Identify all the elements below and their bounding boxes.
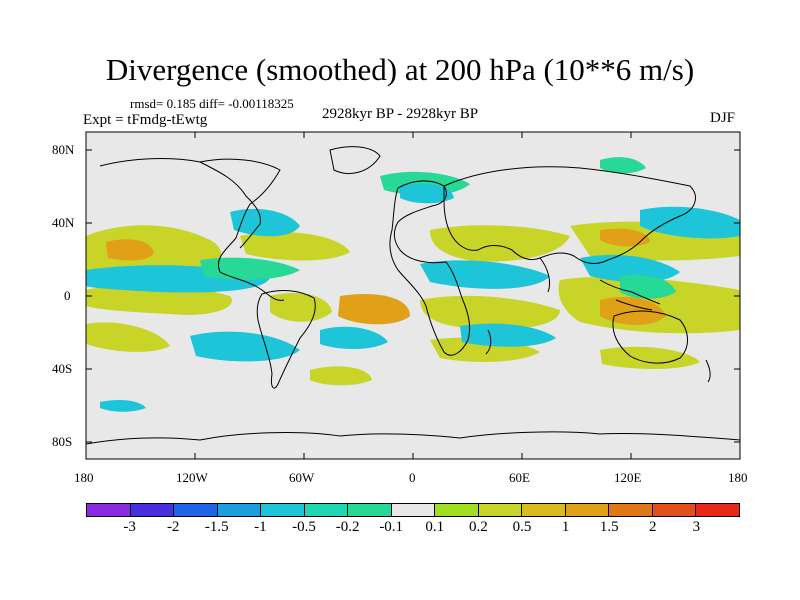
lon-tick-label: 60E (509, 470, 530, 485)
positive-divergence-area (310, 366, 372, 386)
colorbar-label: -0.2 (335, 519, 360, 535)
colorbar-swatch (261, 504, 305, 516)
colorbar-swatch (130, 504, 175, 516)
positive-divergence-area (106, 239, 154, 261)
lat-tick-label: 0 (64, 288, 71, 303)
lon-tick-label: 120W (176, 470, 208, 485)
colorbar-label: 0.2 (469, 519, 488, 535)
lon-tick-label: 60W (289, 470, 315, 485)
lon-tick-label: 120E (614, 470, 642, 485)
map-title: Divergence (smoothed) at 200 hPa (10**6 … (105, 52, 695, 87)
colorbar-label: -1.5 (204, 519, 229, 535)
positive-divergence-area (420, 295, 560, 330)
colorbar-swatch (348, 504, 392, 516)
negative-divergence-area (320, 326, 388, 349)
colorbar-label: -0.1 (379, 519, 404, 535)
negative-divergence-area (190, 331, 300, 362)
positive-divergence-area (86, 322, 170, 352)
lon-tick-label: 0 (409, 470, 416, 485)
colorbar-label: 1 (561, 519, 570, 535)
colorbar-swatch (478, 504, 523, 516)
colorbar-label: -1 (254, 519, 267, 535)
axis-ticks (86, 132, 740, 459)
positive-divergence-area (600, 228, 650, 247)
colorbar-swatch (435, 504, 479, 516)
season-label: DJF (710, 110, 736, 126)
colorbar-label: 3 (692, 519, 701, 535)
rmsd-diff-stats: rmsd= 0.185 diff= -0.00118325 (130, 96, 294, 111)
positive-divergence-area (338, 294, 410, 325)
negative-divergence-area (640, 206, 740, 239)
colorbar-swatch (652, 504, 697, 516)
divergence-field (86, 157, 740, 412)
colorbar-swatch (174, 504, 218, 516)
colorbar-label: 0.1 (425, 519, 445, 535)
colorbar-swatch (609, 504, 653, 516)
colorbar-label: 2 (649, 519, 657, 535)
positive-divergence-area (240, 231, 350, 261)
colorbar-swatch (217, 504, 262, 516)
colorbar-label: 1.5 (599, 519, 619, 535)
negative-divergence-area (100, 400, 146, 412)
colorbar-label: -2 (166, 519, 180, 535)
negative-divergence-area (400, 183, 454, 204)
positive-divergence-area (600, 346, 700, 369)
colorbar-label: -3 (123, 519, 136, 535)
colorbar-label: 0.5 (512, 519, 532, 535)
negative-divergence-area (420, 260, 550, 289)
positive-divergence-area (270, 292, 332, 322)
colorbar-swatch (696, 504, 739, 516)
colorbar (86, 503, 740, 517)
colorbar-swatch (391, 504, 436, 516)
lat-tick-label: 80S (52, 434, 73, 449)
period-label: 2928kyr BP - 2928kyr BP (322, 106, 479, 122)
colorbar-swatch (304, 504, 349, 516)
negative-divergence-area (460, 323, 556, 347)
lon-tick-label: 180 (74, 470, 94, 485)
colorbar-swatch (522, 504, 566, 516)
experiment-label: Expt = tFmdg-tEwtg (83, 112, 208, 128)
positive-divergence-area (430, 225, 570, 262)
coastlines (85, 146, 741, 445)
negative-divergence-area (230, 208, 300, 237)
lon-tick-label: 180 (728, 470, 748, 485)
lat-tick-label: 80N (52, 142, 75, 157)
negative-divergence-area (600, 157, 646, 174)
lat-tick-label: 40S (52, 361, 73, 376)
colorbar-swatch (565, 504, 610, 516)
lat-tick-label: 40N (52, 215, 75, 230)
colorbar-label: -0.5 (292, 519, 316, 535)
colorbar-swatch (87, 504, 131, 516)
positive-divergence-area (600, 296, 666, 326)
